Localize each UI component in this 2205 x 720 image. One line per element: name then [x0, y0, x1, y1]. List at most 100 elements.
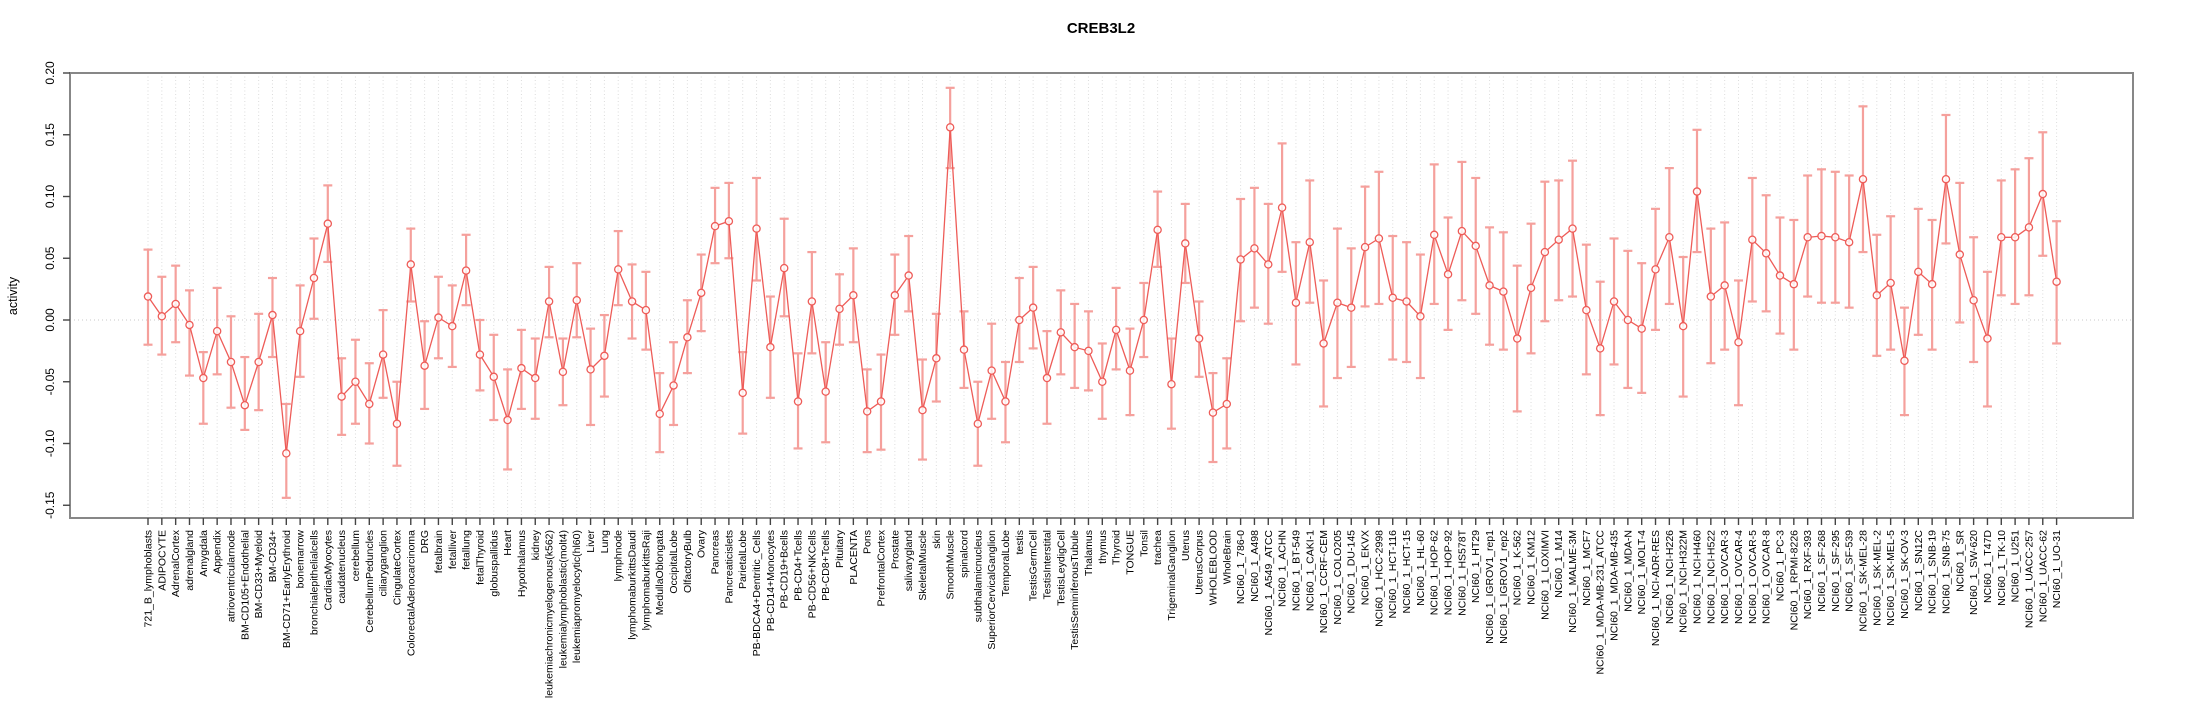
- x-tick-label: NCI60_1_SK-MEL-5: [1885, 530, 1897, 626]
- data-point: [1817, 231, 1826, 241]
- data-point: [323, 219, 333, 228]
- x-tick-label: TestisInterstital: [1041, 530, 1053, 599]
- x-tick-label: NCI60_1_UACC-257: [2023, 530, 2035, 628]
- data-point: [1886, 278, 1895, 288]
- x-tick-label: BM-CD33+Myeloid: [253, 530, 265, 619]
- y-tick-label: 0.05: [43, 246, 57, 270]
- data-point: [1402, 297, 1411, 306]
- x-tick-label: NCI60_1_RPMI-8226: [1788, 530, 1800, 631]
- data-point: [959, 345, 969, 354]
- data-point: [1111, 325, 1121, 335]
- x-tick-label: leukemialymphoblastic(molt4): [557, 530, 569, 668]
- x-tick-label: CerebellumPeduncles: [364, 530, 376, 633]
- data-point: [1388, 293, 1397, 303]
- x-tick-label: NCI60_1_SW-620: [1968, 530, 1980, 615]
- error-bars-layer: [143, 86, 2062, 499]
- x-tick-label: NCI60_1_A549_ATCC: [1263, 530, 1275, 636]
- x-tick-label: NCI60_1_SF-539: [1844, 530, 1856, 612]
- x-tick-label: NCI60_1_LOXIMVI: [1539, 530, 1551, 620]
- data-point: [309, 273, 319, 283]
- x-tick-label: NCI60_1_SK-MEL-2: [1871, 530, 1883, 626]
- x-tick-label: NCI60_1_MDA-N: [1622, 530, 1634, 612]
- x-tick-label: PB-CD4+Tcells: [793, 530, 805, 601]
- x-tick-label: NCI60_1_COLO205: [1332, 530, 1344, 625]
- data-point: [171, 299, 180, 309]
- data-point: [1485, 281, 1494, 290]
- x-tick-label: NCI60_1_ACHN: [1277, 530, 1289, 607]
- x-tick-label: lymphomaburkittsRaji: [640, 530, 652, 630]
- x-tick-label: ciliaryganglion: [378, 530, 390, 597]
- x-tick-label: NCI60_1_OVCAR-4: [1733, 530, 1745, 624]
- x-tick-label: NCI60_1_NCI-ADR-RES: [1650, 530, 1662, 646]
- data-point: [945, 123, 955, 132]
- x-tick-label: NCI60_1_HS578T: [1456, 529, 1468, 615]
- x-tick-label: atrioventricularnode: [225, 530, 237, 622]
- x-tick-label: Thyroid: [1111, 530, 1123, 565]
- x-tick-label: PrefrontalCortex: [876, 529, 888, 606]
- x-tick-label: PB-CD19+Bcells: [779, 530, 791, 609]
- x-tick-label: NCI60_1_OVCAR-3: [1719, 530, 1731, 624]
- data-point: [655, 409, 664, 419]
- x-tick-label: NCI60_1_HOP-62: [1429, 530, 1441, 615]
- data-point: [392, 419, 402, 428]
- data-point: [1872, 291, 1882, 300]
- x-tick-label: Hypothalamus: [516, 530, 528, 597]
- x-tick-label: NCI60_1_OVCAR-5: [1747, 530, 1759, 624]
- data-point: [1512, 334, 1522, 343]
- data-point: [696, 288, 706, 298]
- x-tick-label: Pons: [862, 530, 874, 554]
- x-tick-label: BM-CD34+: [267, 530, 279, 582]
- x-tick-label: Appendix: [212, 529, 224, 574]
- data-point: [1305, 237, 1315, 247]
- x-tick-label: NCI60_1_MDA-MB-435: [1609, 530, 1621, 641]
- data-point: [1540, 247, 1550, 257]
- x-tick-label: TestisGermCell: [1028, 530, 1040, 601]
- x-tick-label: OlfactoryBulb: [682, 530, 694, 593]
- data-point: [1623, 315, 1633, 325]
- data-point: [1084, 346, 1093, 356]
- x-tick-label: testis: [1014, 530, 1026, 555]
- x-tick-label: BM-CD71+EarlyErythroid: [281, 530, 293, 648]
- x-tick-label: bronchialepithelialcells: [308, 530, 320, 635]
- data-point: [185, 320, 194, 330]
- y-tick-label: 0.20: [43, 61, 57, 85]
- data-point: [1333, 298, 1342, 307]
- x-tick-label: Lung: [599, 530, 611, 554]
- data-point: [489, 372, 499, 382]
- y-tick-label: -0.15: [43, 491, 57, 519]
- data-point: [1720, 281, 1729, 290]
- data-point: [641, 305, 651, 315]
- data-point: [793, 397, 803, 406]
- data-point: [1927, 279, 1937, 289]
- x-tick-label: WholeBrain: [1221, 530, 1233, 584]
- data-point: [710, 221, 720, 231]
- data-point: [475, 350, 485, 359]
- x-tick-label: fetallung: [461, 530, 473, 570]
- data-point: [973, 419, 983, 428]
- x-tick-label: NCI60_1_CAKI-1: [1304, 530, 1316, 611]
- x-tick-label: NCI60_1_IGROV1_rep1: [1484, 530, 1496, 644]
- data-point: [849, 291, 858, 300]
- data-point: [420, 361, 429, 370]
- y-axis-label: activity: [6, 276, 20, 315]
- x-tick-label: NCI60_1_SNB-75: [1940, 530, 1952, 614]
- data-point: [1001, 397, 1010, 406]
- x-tick-label: Thalamus: [1083, 530, 1095, 576]
- x-tick-label: fetalbrain: [433, 530, 445, 573]
- x-tick-label: NCI60_1_SR: [1954, 530, 1966, 592]
- x-tick-label: PB-CD56+NKCells: [806, 530, 818, 618]
- x-tick-label: AdrenalCortex: [170, 529, 182, 597]
- data-point: [434, 313, 443, 322]
- x-tick-label: TestisSeminiferousTubule: [1069, 530, 1081, 650]
- x-tick-label: NCI60_1_NCI-H522: [1705, 530, 1717, 624]
- data-point: [2024, 223, 2034, 232]
- x-tick-label: globuspallidus: [488, 530, 500, 597]
- data-point: [1264, 260, 1273, 269]
- data-point: [987, 366, 996, 375]
- data-point: [1208, 408, 1218, 417]
- data-point: [835, 304, 844, 314]
- data-point: [1374, 234, 1384, 243]
- x-tick-label: caudatenucleus: [336, 530, 348, 604]
- data-point: [2038, 189, 2048, 199]
